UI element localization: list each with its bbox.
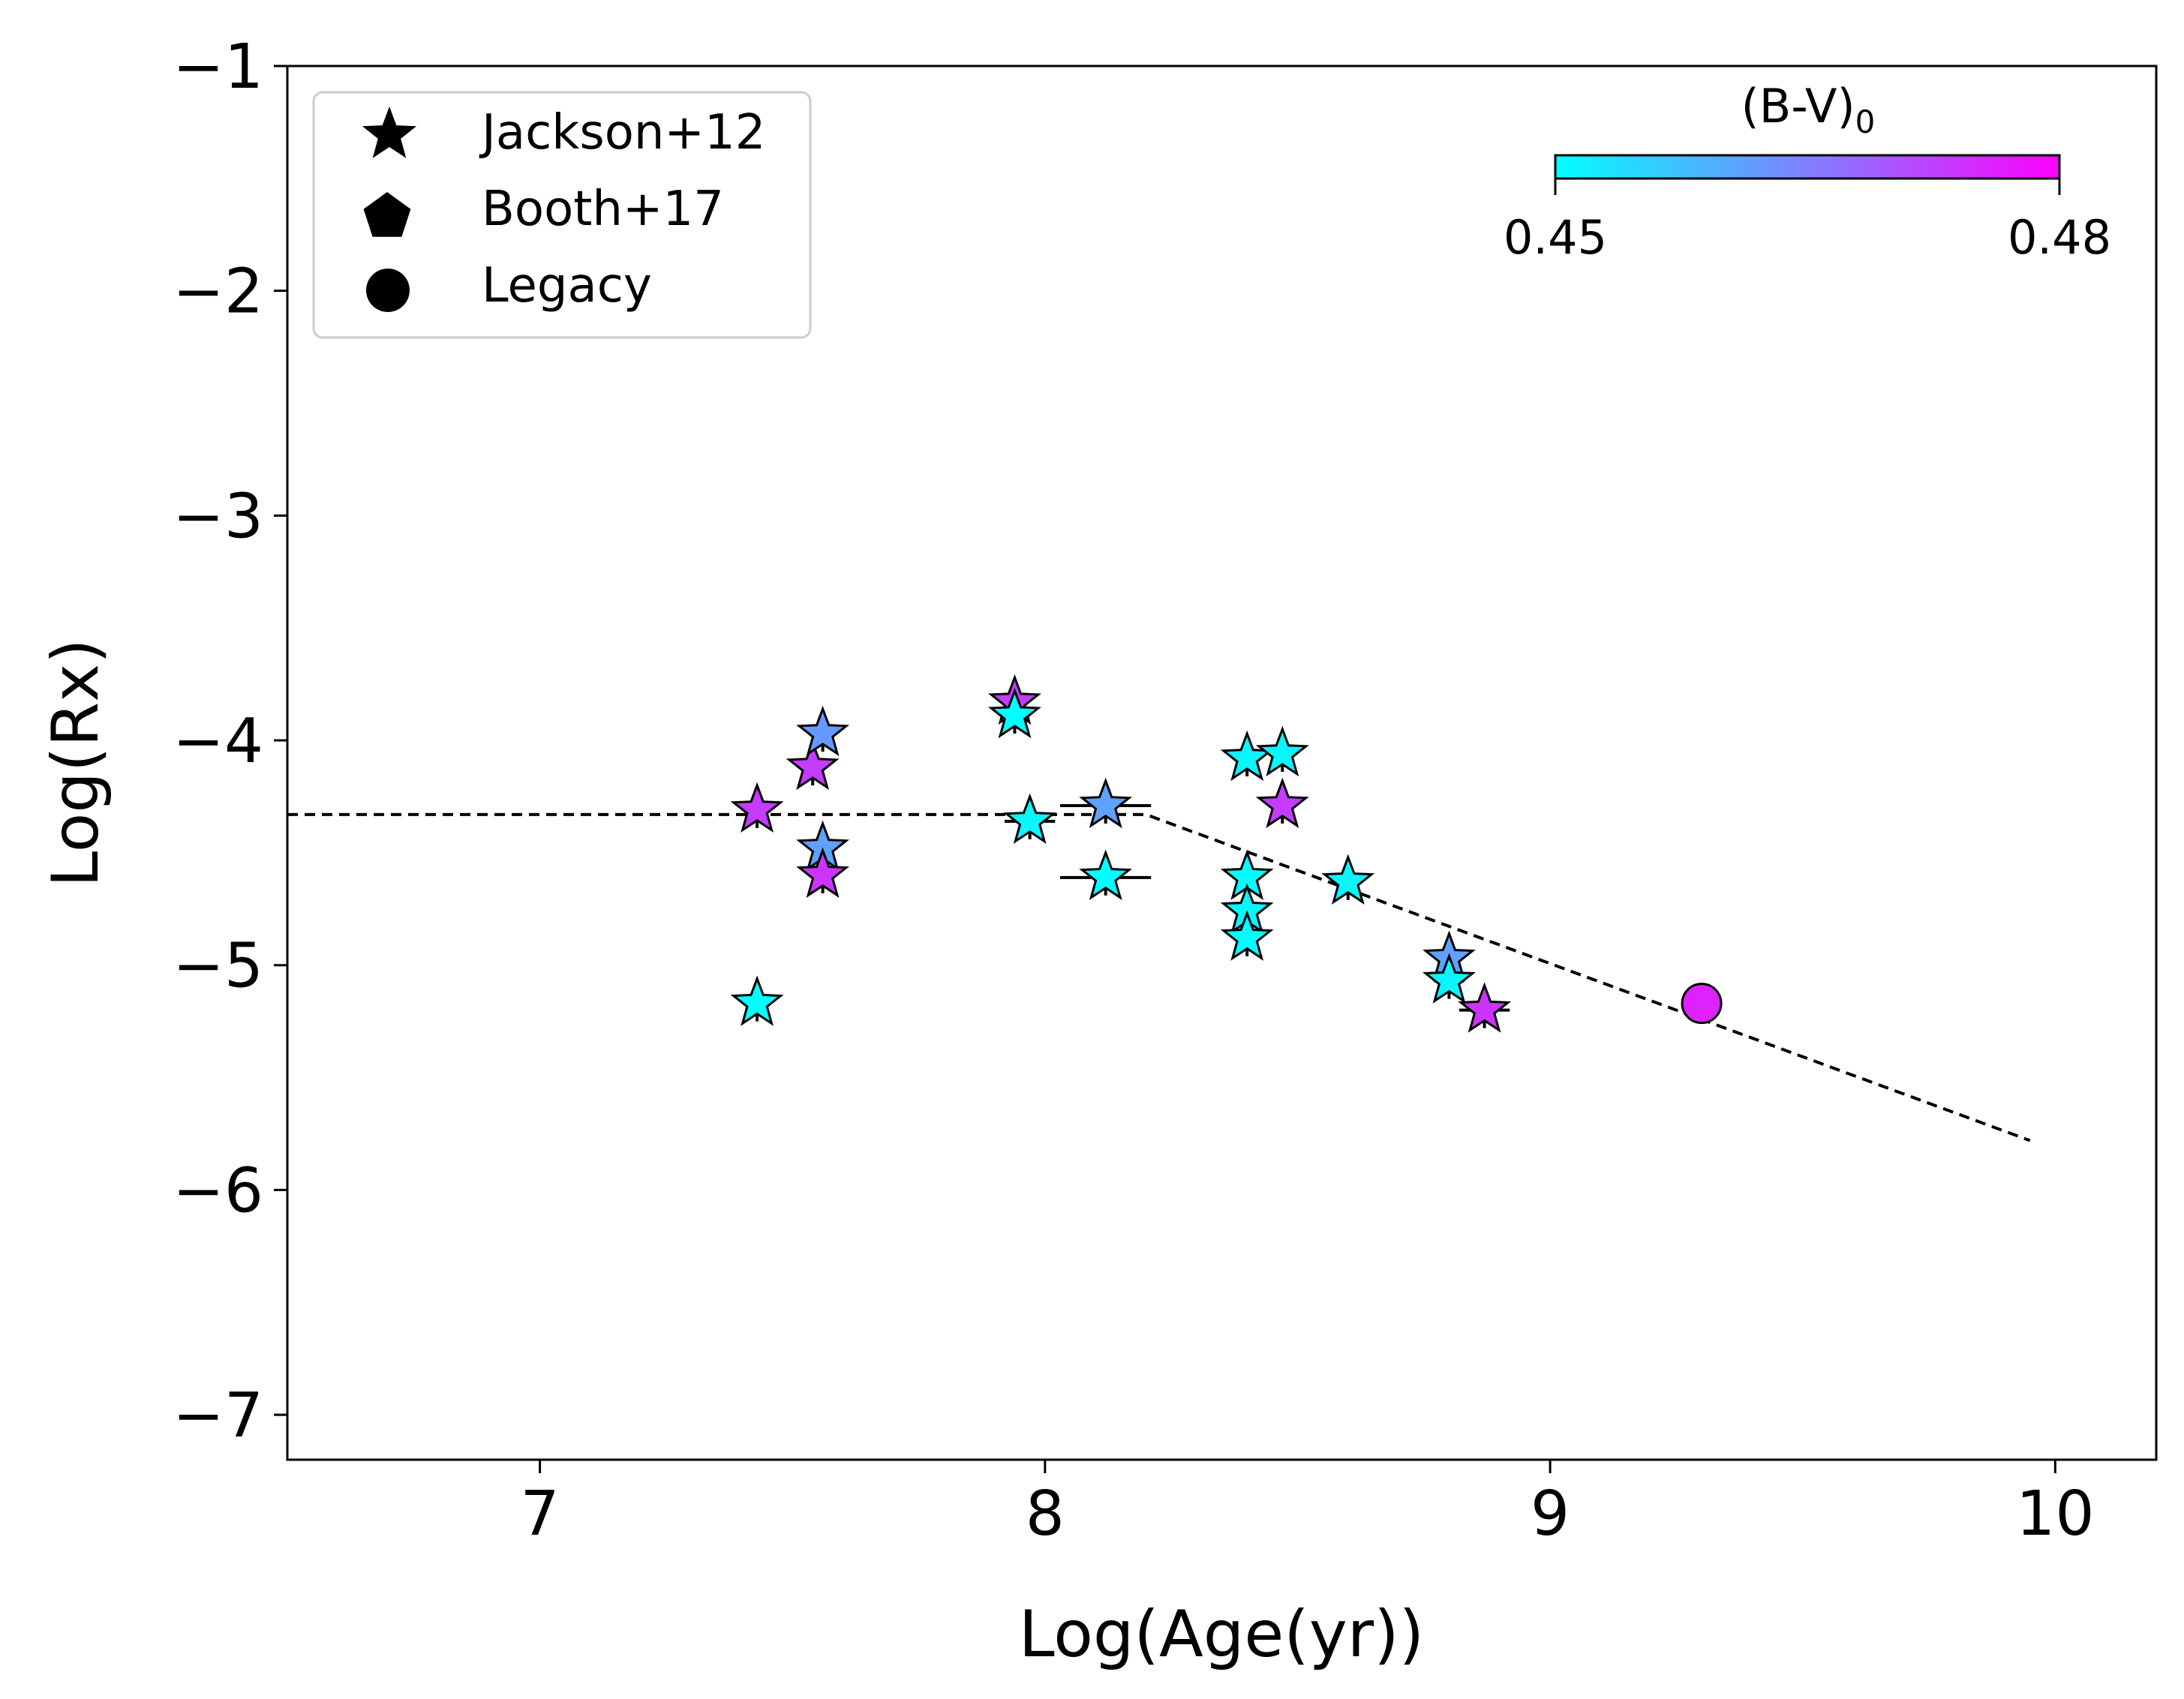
star-marker: [796, 847, 850, 898]
data-point-star: [1003, 793, 1057, 845]
y-tick-label: −1: [173, 32, 263, 103]
data-points: [730, 674, 1723, 1033]
y-tick-label: −6: [173, 1155, 263, 1226]
data-point-star: [796, 705, 850, 757]
x-tick-label: 7: [521, 1478, 560, 1550]
star-marker: [1079, 849, 1133, 900]
star-marker: [1422, 953, 1476, 1004]
data-point-star: [1220, 910, 1274, 961]
data-point-circle: [1681, 983, 1723, 1025]
x-axis: 7 8 9 10: [521, 1460, 2095, 1550]
legend: Jackson+12 Booth+17 Legacy: [312, 91, 812, 339]
legend-circle-icon: [366, 269, 410, 312]
star-marker: [988, 687, 1041, 739]
data-point-star: [730, 782, 784, 833]
star-marker: [1003, 793, 1057, 845]
star-marker: [730, 782, 784, 833]
star-marker: [1255, 725, 1309, 777]
fit-line: [287, 812, 2031, 1142]
star-marker: [796, 705, 850, 757]
circle-marker: [1681, 983, 1723, 1025]
y-axis-label: Log(Rx): [38, 638, 113, 887]
y-tick-label: −4: [173, 706, 263, 777]
colorbar-min-label: 0.45: [1504, 210, 1607, 265]
plot-frame: [286, 65, 2158, 1461]
y-axis: −1 −2 −3 −4 −5 −6 −7: [173, 32, 287, 1451]
legend-label-jackson12: Jackson+12: [479, 105, 765, 161]
star-marker: [1321, 854, 1375, 905]
star-marker: [1255, 777, 1309, 829]
colorbar: (B-V)0 0.45 0.48: [1504, 79, 2111, 265]
legend-label-legacy: Legacy: [482, 258, 652, 314]
colorbar-max-label: 0.48: [2008, 210, 2111, 265]
data-point-star: [988, 687, 1041, 739]
data-point-star: [730, 975, 784, 1026]
y-tick-label: −2: [173, 257, 263, 328]
star-marker: [730, 975, 784, 1026]
data-point-star: [1255, 777, 1309, 829]
data-point-star: [1422, 953, 1476, 1004]
legend-box: [312, 91, 812, 339]
star-marker: [1458, 982, 1512, 1033]
colorbar-gradient: [1554, 154, 2061, 180]
star-marker: [1079, 777, 1133, 829]
data-point-star: [1321, 854, 1375, 905]
x-tick-label: 9: [1531, 1478, 1570, 1550]
x-tick-label: 8: [1026, 1478, 1065, 1550]
legend-star-icon: [362, 107, 417, 158]
y-tick-label: −5: [173, 931, 263, 1002]
star-marker: [786, 739, 840, 791]
data-point-star: [1220, 730, 1274, 782]
star-marker: [1220, 910, 1274, 961]
x-tick-label: 10: [2016, 1478, 2094, 1550]
data-point-star: [796, 847, 850, 898]
data-point-star: [1458, 982, 1512, 1033]
data-point-star: [786, 739, 840, 791]
data-point-star: [1255, 725, 1309, 777]
x-axis-label: Log(Age(yr)): [1019, 1597, 1424, 1672]
colorbar-label: (B-V)0: [1741, 79, 1876, 140]
legend-pentagon-icon: [363, 192, 411, 237]
y-tick-label: −7: [173, 1380, 263, 1451]
y-tick-label: −3: [173, 481, 263, 552]
data-point-star: [1060, 777, 1152, 829]
data-point-star: [1060, 849, 1152, 900]
legend-label-booth17: Booth+17: [482, 182, 724, 237]
